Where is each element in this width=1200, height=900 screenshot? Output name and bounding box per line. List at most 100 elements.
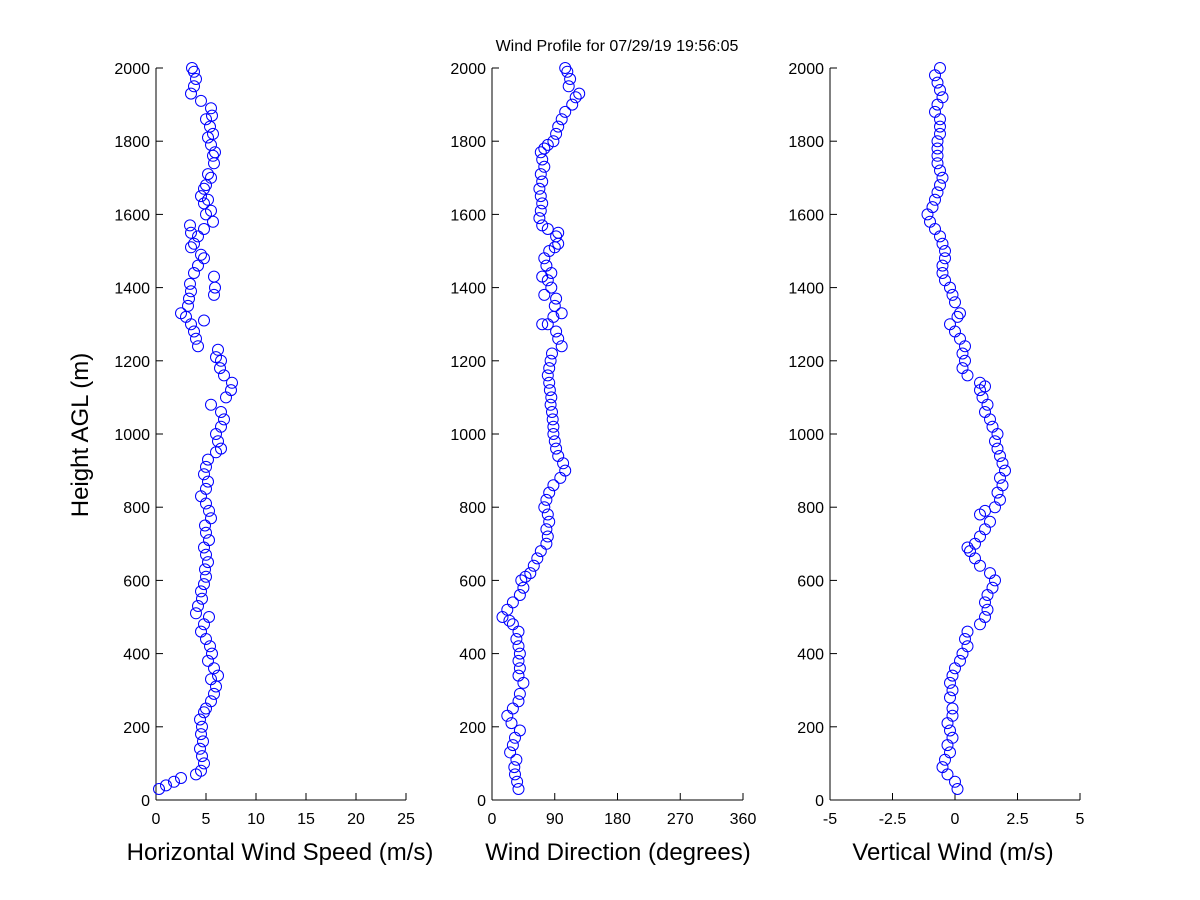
wind-direction-data-point bbox=[552, 226, 565, 239]
vertical-wind-y-tick-label: 1000 bbox=[788, 427, 824, 444]
wind-speed-data-point bbox=[208, 288, 220, 301]
wind-speed-y-tick-label: 1800 bbox=[114, 134, 150, 151]
vertical-wind-y-tick-label: 0 bbox=[815, 793, 824, 810]
wind-direction-data-point bbox=[513, 724, 526, 737]
wind-direction-data-point bbox=[511, 775, 524, 788]
vertical-wind-data-point bbox=[946, 684, 959, 697]
wind-direction-data-point bbox=[543, 362, 556, 375]
wind-direction-data-point bbox=[534, 168, 547, 181]
wind-direction-data-point bbox=[538, 160, 551, 173]
wind-direction-data-point bbox=[569, 91, 582, 104]
wind-speed-data-point bbox=[195, 248, 207, 261]
vertical-wind-data-point bbox=[946, 702, 959, 715]
wind-direction-data-point bbox=[506, 739, 519, 752]
wind-direction-data-point bbox=[550, 442, 563, 455]
wind-speed-data-point bbox=[205, 398, 217, 411]
wind-speed-data-point bbox=[206, 109, 218, 122]
wind-speed-y-tick-label: 1600 bbox=[114, 207, 150, 224]
wind-speed-data-point bbox=[196, 750, 208, 763]
wind-direction-data-point bbox=[547, 420, 560, 433]
wind-speed-data-point bbox=[203, 611, 215, 623]
wind-direction-data-point bbox=[506, 596, 519, 609]
vertical-wind-data-point bbox=[996, 457, 1009, 470]
wind-direction-data-point bbox=[512, 669, 525, 682]
vertical-wind-x-tick-label: 0 bbox=[951, 811, 960, 828]
wind-direction-data-point bbox=[541, 508, 554, 521]
vertical-wind-data-point bbox=[934, 84, 946, 96]
wind-direction-data-point bbox=[506, 618, 519, 631]
wind-direction-data-point bbox=[547, 479, 560, 492]
wind-speed-data-point bbox=[188, 325, 200, 338]
wind-direction-data-point bbox=[573, 87, 586, 100]
wind-speed-x-axis-label: Horizontal Wind Speed (m/s) bbox=[127, 839, 434, 866]
wind-direction-data-point bbox=[547, 428, 560, 440]
wind-direction-y-tick-label: 1200 bbox=[450, 354, 486, 371]
wind-direction-data-point bbox=[513, 589, 526, 601]
wind-speed-data-point bbox=[208, 687, 220, 700]
vertical-wind-data-point bbox=[956, 347, 969, 360]
wind-direction-data-point bbox=[547, 135, 560, 148]
wind-speed-data-point bbox=[218, 369, 230, 382]
wind-direction-data-point bbox=[552, 332, 565, 345]
wind-direction-y-tick-label: 400 bbox=[459, 647, 486, 664]
vertical-wind-data-point bbox=[996, 479, 1009, 492]
wind-direction-data-point bbox=[505, 717, 518, 730]
wind-speed-data-point bbox=[192, 600, 204, 612]
vertical-wind-data-point bbox=[961, 625, 974, 638]
wind-direction-x-tick-label: 90 bbox=[546, 811, 564, 828]
wind-speed-data-point bbox=[202, 475, 214, 488]
wind-direction-data-point bbox=[534, 146, 547, 159]
wind-speed-data-point bbox=[160, 779, 172, 792]
wind-speed-data-point bbox=[218, 413, 230, 426]
vertical-wind-data-point bbox=[936, 259, 949, 272]
wind-direction-y-tick-label: 2000 bbox=[450, 61, 486, 78]
vertical-wind-y-tick-label: 600 bbox=[797, 573, 824, 590]
wind-direction-data-point bbox=[545, 391, 558, 404]
wind-direction-data-point bbox=[533, 212, 546, 225]
wind-speed-data-point bbox=[205, 204, 217, 217]
wind-direction-y-tick-label: 1400 bbox=[450, 281, 486, 298]
wind-direction-data-point bbox=[546, 406, 558, 418]
wind-speed-data-point bbox=[198, 468, 210, 481]
vertical-wind-x-tick-label: -2.5 bbox=[879, 811, 907, 828]
vertical-wind-data-point bbox=[926, 201, 939, 214]
wind-direction-data-point bbox=[540, 259, 553, 272]
vertical-wind-data-point bbox=[931, 149, 944, 162]
vertical-wind-data-point bbox=[929, 105, 941, 118]
wind-direction-data-point bbox=[564, 73, 577, 85]
vertical-wind-y-tick-label: 2000 bbox=[788, 61, 824, 78]
wind-direction-data-point bbox=[545, 281, 558, 294]
wind-direction-data-point bbox=[510, 633, 523, 645]
wind-speed-data-point bbox=[205, 695, 217, 708]
wind-speed-data-point bbox=[195, 625, 207, 638]
vertical-wind-data-point bbox=[931, 142, 944, 155]
wind-direction-y-tick-label: 600 bbox=[459, 573, 486, 590]
wind-direction-data-point bbox=[543, 384, 556, 397]
vertical-wind-data-point bbox=[954, 307, 966, 320]
wind-direction-data-point bbox=[508, 761, 521, 774]
vertical-wind-y-tick-label: 1200 bbox=[788, 354, 824, 371]
wind-speed-data-point bbox=[200, 482, 212, 495]
wind-speed-y-tick-label: 800 bbox=[123, 500, 150, 517]
vertical-wind-data-point bbox=[936, 267, 949, 279]
wind-direction-data-point bbox=[543, 376, 556, 389]
vertical-wind-data-point bbox=[939, 252, 951, 265]
wind-speed-data-point bbox=[205, 102, 217, 115]
vertical-wind-y-tick-label: 800 bbox=[797, 500, 824, 517]
wind-direction-data-point bbox=[552, 450, 565, 462]
wind-direction-data-point bbox=[555, 340, 568, 353]
wind-direction-data-point bbox=[546, 347, 558, 360]
wind-speed-data-point bbox=[198, 757, 210, 770]
vertical-wind-data-point bbox=[931, 76, 944, 89]
wind-speed-data-point bbox=[215, 442, 227, 455]
wind-speed-data-point bbox=[206, 647, 218, 660]
vertical-wind-data-point bbox=[951, 310, 964, 323]
vertical-wind-data-point bbox=[989, 435, 1001, 448]
vertical-wind-data-point bbox=[931, 135, 944, 148]
wind-speed-data-point bbox=[214, 362, 226, 375]
wind-direction-panel: Wind Direction (degrees) 0 200 400 600 800 10… bbox=[450, 61, 756, 866]
wind-speed-data-point bbox=[204, 640, 216, 653]
vertical-wind-data-point bbox=[979, 596, 991, 609]
wind-direction-data-point bbox=[509, 768, 521, 781]
wind-direction-data-point bbox=[533, 182, 546, 195]
